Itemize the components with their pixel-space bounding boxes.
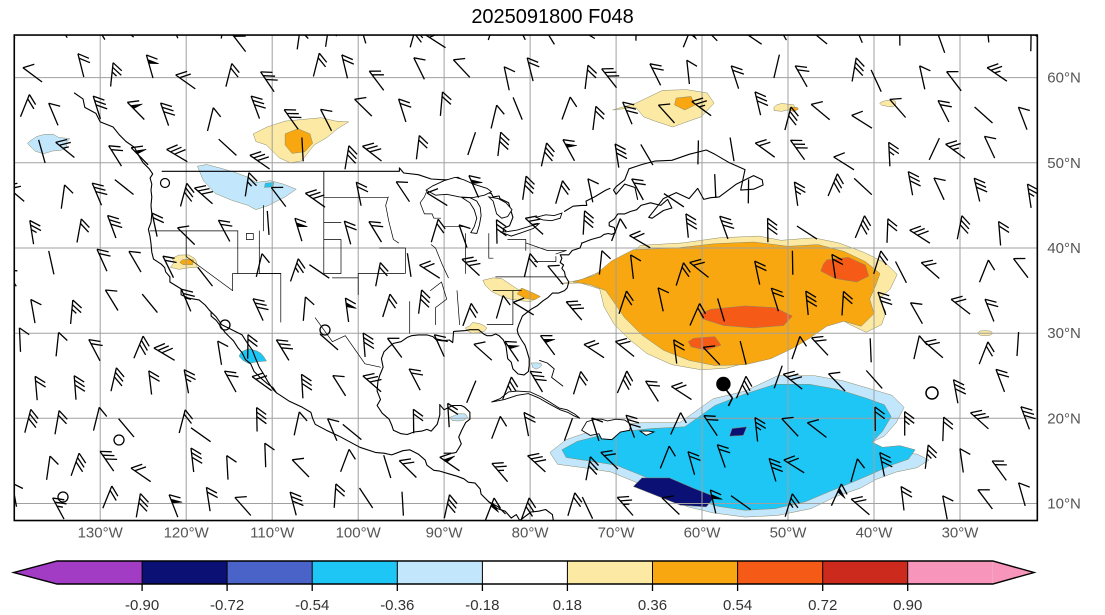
svg-text:0.36: 0.36 xyxy=(638,597,667,614)
svg-text:70°W: 70°W xyxy=(598,525,636,542)
svg-text:0.18: 0.18 xyxy=(553,597,582,614)
svg-text:-0.18: -0.18 xyxy=(465,597,499,614)
svg-text:0.54: 0.54 xyxy=(723,597,752,614)
svg-text:0.72: 0.72 xyxy=(808,597,837,614)
svg-text:40°N: 40°N xyxy=(1047,240,1081,257)
svg-text:60°W: 60°W xyxy=(684,525,722,542)
svg-text:100°W: 100°W xyxy=(336,525,382,542)
svg-text:0.90: 0.90 xyxy=(893,597,922,614)
svg-text:80°W: 80°W xyxy=(512,525,550,542)
svg-text:50°N: 50°N xyxy=(1047,155,1081,172)
svg-text:10°N: 10°N xyxy=(1047,496,1081,513)
svg-text:-0.90: -0.90 xyxy=(125,597,159,614)
svg-text:-0.54: -0.54 xyxy=(295,597,329,614)
svg-text:20°N: 20°N xyxy=(1047,410,1081,427)
svg-text:130°W: 130°W xyxy=(78,525,124,542)
svg-text:30°W: 30°W xyxy=(942,525,980,542)
svg-text:40°W: 40°W xyxy=(856,525,894,542)
svg-text:-0.36: -0.36 xyxy=(380,597,414,614)
svg-text:50°W: 50°W xyxy=(770,525,808,542)
svg-text:-0.72: -0.72 xyxy=(210,597,244,614)
svg-text:30°N: 30°N xyxy=(1047,325,1081,342)
svg-text:120°W: 120°W xyxy=(164,525,210,542)
svg-text:110°W: 110°W xyxy=(250,525,295,542)
svg-text:60°N: 60°N xyxy=(1047,70,1081,87)
svg-text:90°W: 90°W xyxy=(426,525,464,542)
